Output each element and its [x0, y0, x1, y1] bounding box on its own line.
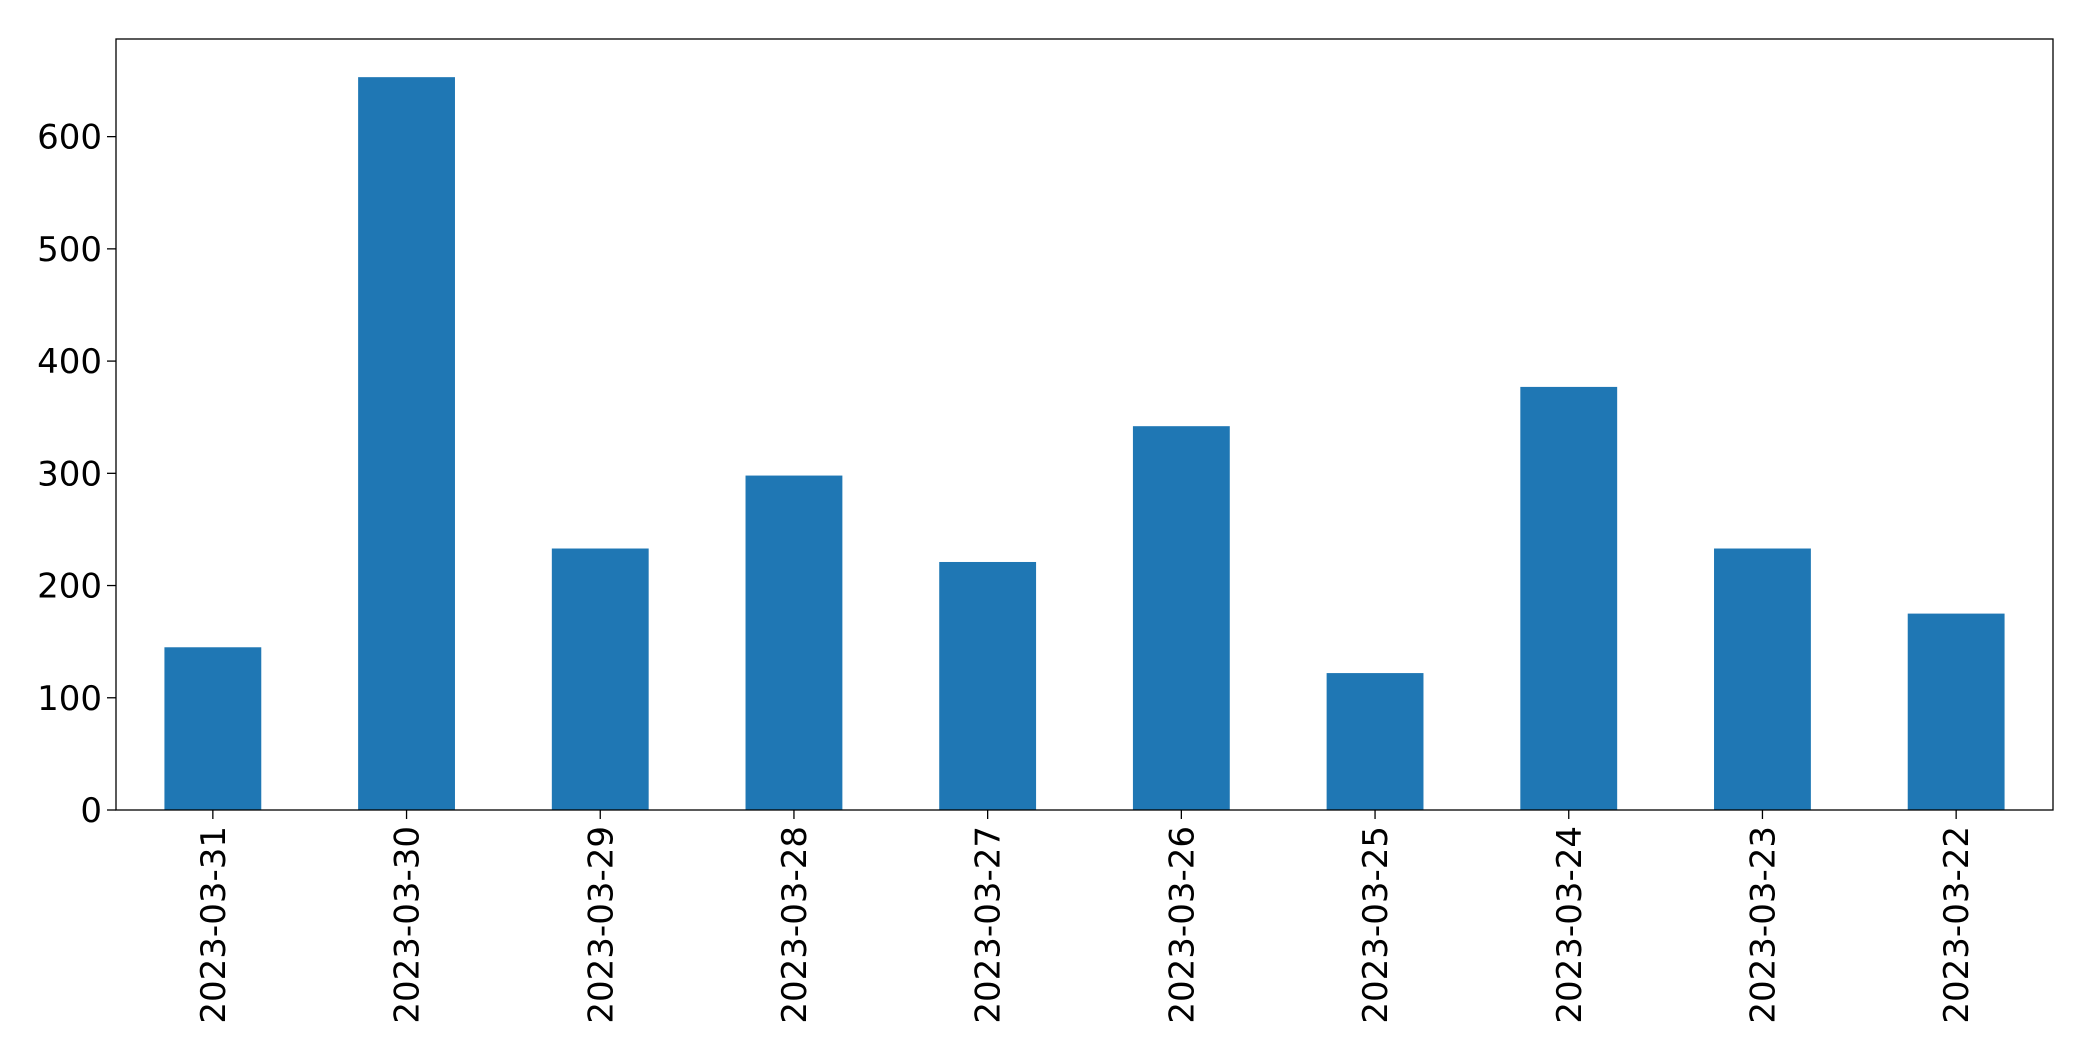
y-tick-label: 600	[37, 118, 102, 158]
plot-frame	[115, 38, 2054, 811]
y-tick-label: 500	[37, 230, 102, 270]
x-tick-label: 2023-03-26	[1162, 826, 1202, 1024]
bar	[358, 77, 455, 810]
x-tick-label: 2023-03-24	[1550, 826, 1590, 1024]
bar	[1326, 673, 1424, 810]
bar	[1907, 613, 2005, 810]
bar	[551, 548, 649, 810]
y-tick-label: 200	[37, 567, 102, 607]
bar	[1132, 426, 1230, 810]
y-tick-label: 100	[37, 679, 102, 719]
x-tick-label: 2023-03-22	[1937, 826, 1977, 1024]
x-tick-label: 2023-03-25	[1356, 826, 1396, 1024]
x-tick-label: 2023-03-23	[1743, 826, 1783, 1024]
y-tick-label: 0	[80, 791, 102, 831]
bar	[1714, 548, 1811, 810]
x-tick-label: 2023-03-30	[388, 826, 428, 1024]
x-tick-label: 2023-03-27	[969, 826, 1009, 1024]
bar	[939, 561, 1037, 810]
x-tick-label: 2023-03-28	[775, 826, 815, 1024]
bar	[1520, 386, 1618, 810]
y-tick-label: 300	[37, 454, 102, 494]
x-tick-label: 2023-03-29	[581, 826, 621, 1024]
bar	[164, 647, 262, 810]
y-tick-label: 400	[37, 342, 102, 382]
x-tick-label: 2023-03-31	[194, 826, 234, 1024]
bar	[745, 475, 843, 810]
